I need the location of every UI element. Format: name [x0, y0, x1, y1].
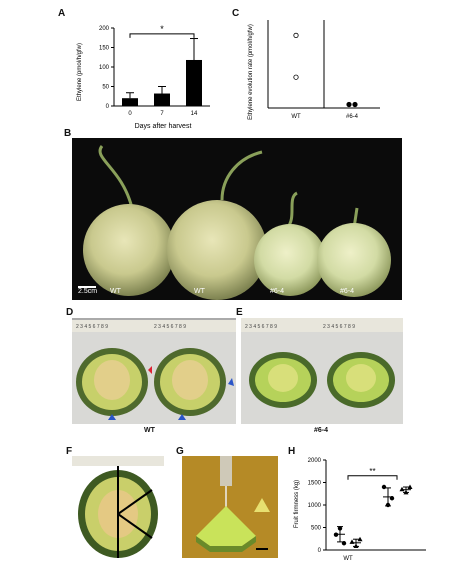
caption-e: #6-4 — [314, 427, 329, 434]
chart-h-point — [349, 539, 355, 544]
svg-text:2 3 4 5 6 7 8 9: 2 3 4 5 6 7 8 9 — [154, 324, 186, 330]
melon-label-mutant-2: #6-4 — [340, 288, 355, 295]
chart-c-point — [293, 74, 299, 80]
chart-c-point — [346, 101, 352, 108]
chart-a-ytick-label: 150 — [99, 46, 110, 52]
chart-a-ylabel: Ethylene (pmol/h/gfw) — [77, 43, 83, 101]
photo-d-wt-cross-section: 2 3 4 5 6 7 8 9 2 3 4 5 6 7 8 9 — [72, 318, 236, 424]
photo-g-firmness-test — [182, 456, 278, 558]
chart-h-point — [341, 541, 347, 546]
panel-label-g: G — [176, 446, 184, 457]
svg-text:2 3 4 5 6 7 8 9: 2 3 4 5 6 7 8 9 — [76, 324, 108, 330]
chart-c-point — [293, 32, 299, 38]
chart-h-significance-mark: ** — [369, 467, 375, 476]
scale-bar-label: 2.5cm — [78, 288, 98, 295]
chart-h-point — [357, 536, 363, 542]
chart-h-ytick-label: 1500 — [308, 481, 322, 487]
photo-e-mutant-cross-section: 2 3 4 5 6 7 8 9 2 3 4 5 6 7 8 9 — [241, 318, 403, 424]
chart-a-bar — [154, 93, 170, 106]
chart-h-ytick-label: 500 — [311, 526, 322, 532]
chart-h-significance-bracket — [347, 475, 398, 480]
chart-a-xtick-label: 14 — [191, 111, 198, 117]
chart-h-point — [403, 489, 409, 495]
panel-label-c: C — [232, 8, 240, 19]
chart-a-xtick-label: 7 — [160, 111, 164, 117]
melon-wt-1 — [83, 204, 175, 296]
chart-h-point — [399, 486, 405, 492]
chart-h-point — [353, 543, 359, 548]
chart-a-xtick-label: 0 — [128, 111, 132, 117]
chart-h-point — [381, 484, 387, 490]
melon-label-wt-2: WT — [194, 288, 205, 295]
melon-label-wt-1: WT — [110, 288, 121, 295]
chart-h-point — [333, 532, 339, 537]
chart-a-bar — [186, 59, 202, 106]
chart-a-ytick-label: 100 — [99, 65, 110, 71]
chart-h-ylabel: Fruit firmness (kg) — [294, 480, 300, 528]
melon-mutant-2 — [317, 223, 391, 297]
photo-f-measurement — [72, 456, 164, 558]
chart-h-point — [385, 502, 391, 508]
chart-h-ytick-label: 1000 — [308, 503, 322, 509]
chart-h-xtick-label: WT — [343, 556, 353, 562]
panel-label-e: E — [236, 307, 243, 318]
chart-a-ytick-label: 200 — [99, 26, 110, 32]
chart-c-xtick-label: WT — [291, 114, 301, 120]
chart-c-ethylene-scatter: Ethylene evolution rate (pmol/h/gfw) WT #… — [248, 20, 380, 120]
melon-wt-2 — [167, 200, 267, 300]
chart-c-point — [352, 101, 358, 108]
chart-c-ylabel: Ethylene evolution rate (pmol/h/gfw) — [248, 24, 254, 120]
caption-d: WT — [144, 427, 155, 434]
chart-c-xtick-label: #6-4 — [346, 114, 359, 120]
chart-a-significance-mark: * — [160, 24, 164, 34]
chart-h-firmness-scatter: Fruit firmness (kg) 0 500 1000 1500 2000 WT ** — [294, 458, 426, 562]
melon-mutant-1 — [254, 224, 326, 296]
panel-label-h: H — [288, 446, 296, 457]
panel-label-b: B — [64, 128, 72, 139]
svg-text:2 3 4 5 6 7 8 9: 2 3 4 5 6 7 8 9 — [323, 324, 355, 330]
chart-a-significance-bracket — [129, 33, 195, 38]
panel-label-f: F — [66, 446, 73, 457]
chart-a-ethylene-bar: Ethylene (pmol/h/gfw) Days after harvest… — [77, 24, 210, 130]
chart-h-point — [337, 526, 343, 531]
chart-h-ytick-label: 0 — [318, 548, 322, 554]
chart-a-xlabel: Days after harvest — [135, 123, 192, 130]
chart-h-ytick-label: 2000 — [308, 458, 322, 464]
chart-h-point — [407, 484, 413, 489]
photo-b-melons: 2.5cm WT WT #6-4 #6-4 — [72, 138, 402, 300]
svg-text:2 3 4 5 6 7 8 9: 2 3 4 5 6 7 8 9 — [245, 324, 277, 330]
panel-label-a: A — [58, 8, 66, 19]
chart-h-point — [389, 496, 395, 501]
chart-a-ytick-label: 0 — [106, 104, 110, 110]
panel-label-d: D — [66, 307, 74, 318]
melon-label-mutant-1: #6-4 — [270, 288, 285, 295]
chart-a-bar — [122, 98, 138, 106]
chart-a-ytick-label: 50 — [102, 85, 109, 91]
